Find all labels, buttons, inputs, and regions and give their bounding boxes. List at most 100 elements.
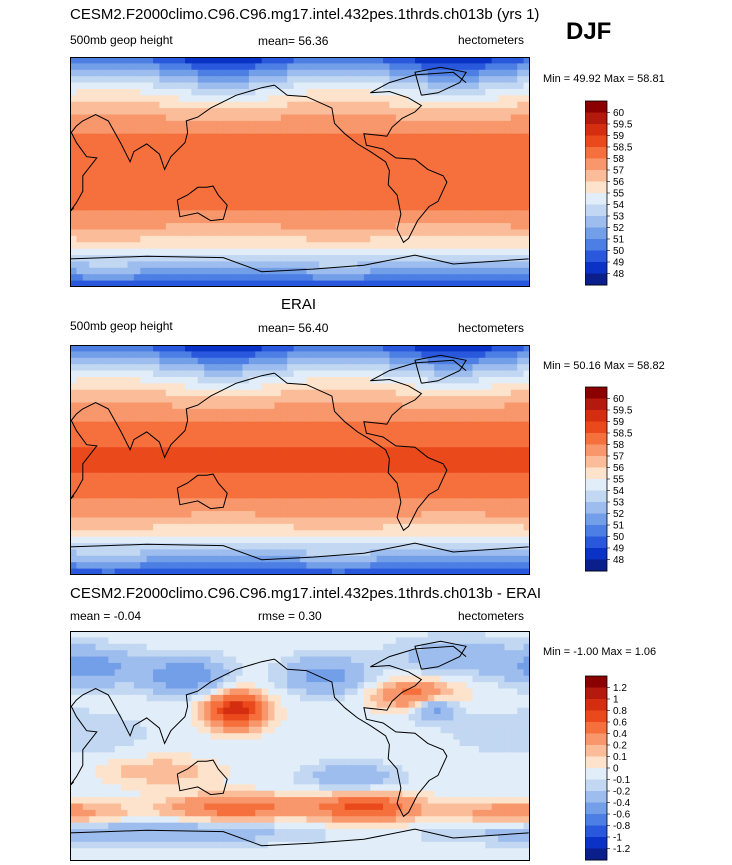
map-1-cell [223,95,231,103]
map-1-cell [331,146,339,154]
map-1-cell [408,114,416,122]
map-1-cell [427,267,435,275]
map-1-cell [210,69,218,77]
map-2-cell [216,460,224,467]
map-1-cell [338,146,346,154]
map-1-cell [453,63,461,71]
map-2-cell [453,383,461,391]
map-2-cell [370,485,378,493]
map-1-cell [517,76,525,84]
map-2-cell [338,408,346,416]
map-2-cell [453,447,461,455]
map-2-cell [236,408,244,416]
panel-1-units-label: hectometers [458,33,525,47]
map-1-cell [300,203,307,211]
map-2-cell [415,460,422,467]
map-1-cell [434,223,442,231]
map-2-cell [389,408,397,416]
map-2-cell [421,389,429,397]
map-2-cell [383,543,391,551]
map-1-cell [159,146,167,154]
map-2-cell [498,479,506,487]
map-2-cell [204,357,212,365]
map-1-cell [491,101,499,109]
map-1-cell [446,203,454,211]
map-1-cell [89,82,97,90]
map-1-cell [121,108,129,116]
map-2-cell [459,543,467,551]
map-1-cell [306,165,314,173]
map-1-cell [344,63,352,71]
map-1-cell [459,216,467,224]
map-2-cell [338,536,346,544]
map-1-cell [478,280,486,287]
map-2-cell [165,345,173,352]
map-2-cell [293,466,301,474]
map-1-cell [121,229,129,237]
map-1-cell [331,248,339,256]
map-2-cell [146,511,154,519]
map-1-cell [178,146,186,154]
map-1-cell [351,255,359,263]
map-1-cell [95,267,103,275]
map-2-cell [383,536,391,544]
map-2-cell [70,523,77,531]
map-2-cell [89,421,97,429]
map-1-cell [242,57,250,64]
map-1-cell [402,146,410,154]
map-2-cell [504,479,512,487]
map-2-cell [402,421,410,429]
colorbar-1-segment [585,262,607,274]
map-1-cell [159,178,167,186]
map-2-cell [229,472,237,480]
map-1-cell [376,120,384,128]
map-2-cell [287,491,295,499]
map-1-cell [408,229,416,237]
map-1-cell [478,223,486,231]
map-1-cell [280,82,288,90]
map-1-cell [498,165,506,173]
map-1-cell [504,159,512,167]
map-1-cell [223,178,231,186]
map-1-cell [453,229,461,237]
map-2-cell [383,370,391,378]
map-1-cell [255,178,263,186]
map-2-cell [408,447,416,455]
map-2-cell [408,370,416,378]
map-2-cell [261,434,269,442]
map-1-cell [383,140,391,148]
map-1-cell [248,63,256,71]
map-1-cell [76,82,84,90]
map-1-cell [268,203,276,211]
map-1-cell [370,127,378,135]
map-1-cell [485,280,493,287]
map-2-cell [127,466,135,474]
map-2-cell [76,415,84,423]
map-2-cell [319,530,327,538]
map-2-cell [89,485,97,493]
map-1-cell [395,69,403,77]
map-2-cell [427,491,435,499]
map-2-cell [485,453,493,461]
map-2-cell [472,408,480,416]
map-2-cell [229,370,237,378]
map-2-cell [114,536,122,544]
map-2-cell [140,434,148,442]
map-1-cell [185,280,192,287]
map-1-cell [210,95,218,103]
map-1-cell [319,229,327,237]
map-1-cell [466,216,474,224]
map-1-cell [293,120,301,128]
map-1-cell [127,210,135,218]
map-1-cell [101,248,109,256]
map-1-cell [517,69,525,77]
map-2-cell [204,402,212,410]
map-2-cell [306,389,314,397]
map-1-cell [76,184,84,192]
map-2-cell [491,376,499,384]
map-1-cell [415,146,422,154]
map-1-cell [440,82,448,90]
map-2-cell [178,517,186,525]
map-2-cell [300,530,307,538]
map-1-cell [434,152,442,160]
